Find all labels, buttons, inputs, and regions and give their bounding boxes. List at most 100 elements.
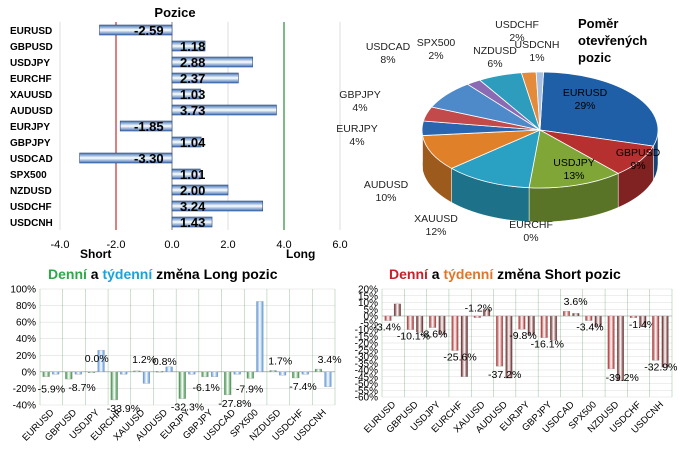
positions-category-label: GBPUSD <box>10 42 53 53</box>
column-value-label: -8.7% <box>68 382 95 394</box>
positions-value-label: 2.88 <box>180 55 205 70</box>
short-change-title: Denní a týdenní změna Short pozic <box>389 266 621 282</box>
column-tick-label: 0% <box>22 367 37 378</box>
column-bar <box>42 371 50 377</box>
column-value-label: -7.9% <box>236 383 263 395</box>
positions-value-label: -2.59 <box>134 23 164 38</box>
column-value-label: 1.7% <box>268 355 292 367</box>
column-bar <box>87 371 96 374</box>
positions-bar <box>171 104 277 116</box>
positions-bar <box>171 40 206 52</box>
column-bar <box>110 371 118 401</box>
column-bar <box>314 368 322 373</box>
column-bar <box>562 310 570 317</box>
positions-value-label: -3.30 <box>134 151 164 166</box>
column-bar <box>594 315 602 327</box>
column-value-label: -39.2% <box>606 372 639 384</box>
column-bar <box>165 366 173 373</box>
pie-slice-label: AUDUSD <box>364 179 409 191</box>
column-tick-label: -15% <box>355 332 378 343</box>
column-bar <box>438 315 446 336</box>
column-tick-label: 40% <box>16 334 36 345</box>
column-bar <box>301 371 309 375</box>
pie-value-label: 1% <box>529 52 544 64</box>
column-bar <box>269 370 277 373</box>
column-bar <box>652 315 660 361</box>
short-label: Short <box>80 247 111 261</box>
column-tick-label: -20% <box>13 384 36 395</box>
positions-value-label: 2.00 <box>180 183 205 198</box>
column-value-label: 3.4% <box>318 354 342 366</box>
column-bar <box>246 371 254 379</box>
positions-category-label: EURCHF <box>10 74 52 85</box>
column-value-label: -3.4% <box>576 322 603 334</box>
column-value-label: 0.8% <box>153 356 177 368</box>
column-bar <box>393 303 401 317</box>
positions-category-label: NZDUSD <box>10 186 52 197</box>
column-bar <box>629 315 637 319</box>
column-bar <box>188 371 196 375</box>
column-value-label: -32.9% <box>644 361 677 373</box>
column-bar <box>473 315 481 318</box>
long-title-rest: změna Long pozic <box>152 266 278 282</box>
positions-title: Pozice <box>154 5 195 20</box>
column-value-label: -6.1% <box>192 382 219 394</box>
short-title-weekly: týdenní <box>443 266 494 282</box>
positions-tick-label: -4.0 <box>51 239 70 251</box>
column-bar <box>540 315 548 338</box>
column-bar <box>451 315 459 351</box>
column-bar <box>233 371 241 375</box>
pie-slice-label: USDCHF <box>495 19 539 31</box>
column-tick-label: 10% <box>358 298 378 309</box>
column-value-label: -16.1% <box>531 339 564 351</box>
column-tick-label: 100% <box>10 285 36 296</box>
long-label: Long <box>286 247 315 261</box>
pie-slice-label: SPX500 <box>417 37 456 49</box>
positions-value-label: -1.85 <box>134 119 164 134</box>
positions-bar <box>171 88 202 100</box>
column-value-label: 0.0% <box>85 353 109 365</box>
positions-bar <box>171 168 201 180</box>
column-bar <box>384 315 392 321</box>
column-bar <box>292 371 300 379</box>
column-bar <box>120 371 128 375</box>
column-bar <box>496 315 504 367</box>
pie-value-label: 4% <box>352 102 367 114</box>
pie-slice-label: GBPUSD <box>616 147 661 159</box>
pie-slice-label: USDCAD <box>366 41 411 53</box>
positions-category-label: XAUUSD <box>10 90 52 101</box>
pie-value-label: 2% <box>509 32 524 44</box>
positions-bar <box>119 120 173 132</box>
column-bar <box>133 370 141 373</box>
pie-value-label: 29% <box>574 100 595 112</box>
pie-slice <box>528 129 620 189</box>
column-bar <box>550 315 558 341</box>
positions-bar <box>99 24 173 36</box>
positions-tick-label: 2.0 <box>220 239 235 251</box>
column-tick-label: -10% <box>355 325 378 336</box>
column-bar <box>324 371 332 387</box>
column-bar <box>639 315 647 327</box>
pie-slice-label: XAUUSD <box>414 213 458 225</box>
column-bar <box>483 309 491 317</box>
pie-slice-label: EURCHF <box>509 219 553 231</box>
column-bar <box>65 371 73 380</box>
pie-slice <box>539 71 659 147</box>
positions-bar <box>171 216 213 228</box>
positions-value-label: 1.18 <box>180 39 205 54</box>
column-bar <box>201 371 209 378</box>
column-tick-label: 0% <box>364 312 379 323</box>
positions-category-label: SPX500 <box>10 170 47 181</box>
long-title-and: a <box>86 266 103 282</box>
positions-bar <box>79 152 173 164</box>
column-value-label: -27.8% <box>218 398 251 410</box>
column-bar <box>97 350 105 373</box>
positions-value-label: 1.43 <box>180 215 205 230</box>
positions-value-label: 2.37 <box>180 71 205 86</box>
long-title-daily: Denní <box>48 266 87 282</box>
column-tick-label: 60% <box>16 318 36 329</box>
pie-slice-label: USDCNH <box>515 39 560 51</box>
column-tick-label: -60% <box>355 393 378 404</box>
column-tick-label: 5% <box>364 305 379 316</box>
pie-value-label: 0% <box>523 232 538 244</box>
